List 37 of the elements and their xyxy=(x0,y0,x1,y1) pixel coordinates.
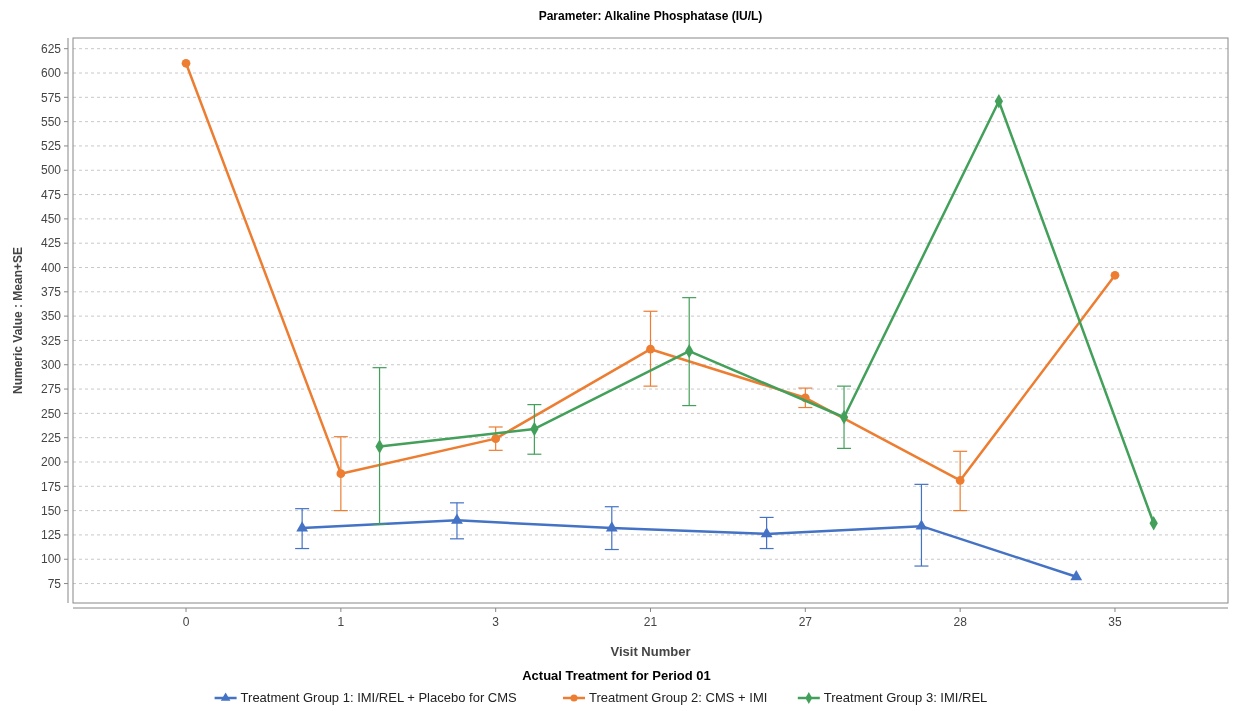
y-tick-label: 275 xyxy=(40,382,62,397)
x-tick-label: 21 xyxy=(643,615,658,629)
y-tick-label: 375 xyxy=(40,285,62,300)
legend-title: Actual Treatment for Period 01 xyxy=(522,668,711,683)
x-tick-label: 0 xyxy=(182,615,190,629)
y-tick-label: 425 xyxy=(40,236,62,251)
legend-label: Treatment Group 3: IMI/REL xyxy=(823,690,988,705)
y-tick-label: 200 xyxy=(40,455,62,470)
legend-label: Treatment Group 1: IMI/REL + Placebo for CMS xyxy=(240,690,518,705)
x-tick-label: 35 xyxy=(1108,615,1122,629)
x-tick-label: 28 xyxy=(953,615,968,629)
y-tick-label: 350 xyxy=(40,309,62,324)
y-tick-label: 250 xyxy=(40,406,62,421)
y-tick-label: 475 xyxy=(40,187,62,202)
y-tick-label: 150 xyxy=(40,503,62,518)
y-tick-label: 525 xyxy=(40,139,62,154)
x-tick-label: 27 xyxy=(798,615,813,629)
x-axis-title: Visit Number xyxy=(610,644,691,659)
y-axis-title: Numeric Value : Mean+SE xyxy=(11,246,25,395)
y-tick-label: 625 xyxy=(40,41,62,56)
y-tick-label: 125 xyxy=(40,528,62,543)
y-tick-label: 100 xyxy=(40,552,62,567)
x-tick-label: 3 xyxy=(492,615,500,629)
y-tick-label: 75 xyxy=(47,576,62,591)
y-tick-label: 600 xyxy=(40,66,62,81)
y-tick-label: 575 xyxy=(40,90,62,105)
y-tick-label: 500 xyxy=(40,163,62,178)
y-tick-label: 300 xyxy=(40,357,62,372)
y-tick-label: 225 xyxy=(40,430,62,445)
y-tick-label: 325 xyxy=(40,333,62,348)
chart-title: Parameter: Alkaline Phosphatase (IU/L) xyxy=(538,9,763,23)
legend-label: Treatment Group 2: CMS + IMI xyxy=(589,690,768,705)
y-tick-label: 450 xyxy=(40,212,62,227)
x-tick-label: 1 xyxy=(337,615,345,629)
y-tick-label: 550 xyxy=(40,114,62,129)
y-tick-label: 175 xyxy=(40,479,62,494)
y-tick-label: 400 xyxy=(40,260,62,275)
